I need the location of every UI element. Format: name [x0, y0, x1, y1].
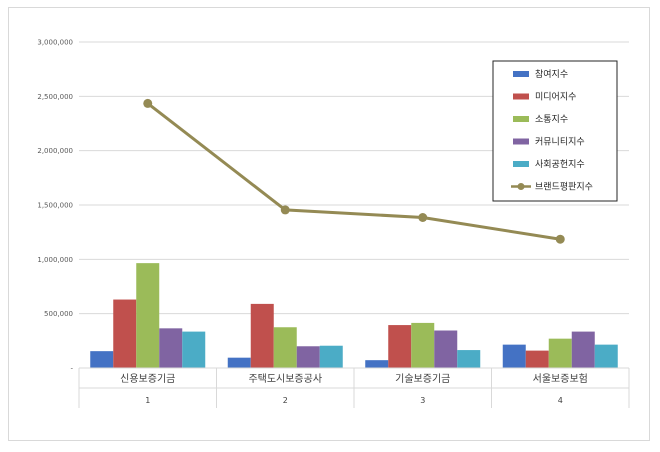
bar — [273, 327, 297, 368]
legend-swatch — [513, 116, 529, 122]
bar — [250, 303, 274, 368]
y-tick-label: 1,000,000 — [37, 256, 73, 264]
x-category-label: 기술보증기금 — [395, 373, 450, 385]
y-tick-label: 2,000,000 — [37, 147, 73, 155]
legend-box — [492, 60, 618, 202]
bar — [113, 299, 137, 368]
line-point — [418, 212, 428, 222]
legend-label: 미디어지수 — [535, 92, 576, 103]
line-point — [143, 98, 153, 108]
bar — [571, 331, 595, 368]
x-category-index-label: 4 — [558, 396, 563, 405]
bar — [457, 350, 481, 368]
bar — [296, 346, 320, 368]
legend-swatch — [513, 161, 529, 167]
legend-swatch — [513, 93, 529, 100]
chart-svg: - 500,000 1,000,000 1,500,000 2,000,000 2,500… — [37, 39, 630, 408]
bar — [548, 338, 572, 368]
line-series — [143, 98, 565, 244]
bar — [319, 345, 343, 368]
legend-label: 브랜드평판지수 — [535, 182, 593, 193]
bar — [388, 325, 412, 368]
legend-label: 소통지수 — [535, 114, 568, 125]
legend-label: 커뮤니티지수 — [535, 137, 585, 148]
bar — [159, 328, 183, 368]
x-category-index-label: 3 — [420, 396, 425, 405]
y-tick-label: 3,000,000 — [37, 39, 73, 47]
legend-swatch — [513, 71, 529, 77]
y-tick-label: 1,500,000 — [37, 202, 73, 210]
bar — [525, 350, 549, 368]
bar — [90, 351, 114, 368]
legend-label: 참여지수 — [535, 68, 568, 80]
x-category-label: 서울보증보험 — [533, 373, 588, 385]
legend-swatch — [513, 138, 529, 145]
bar — [227, 357, 251, 368]
y-tick-label: 2,500,000 — [37, 93, 73, 101]
bar — [136, 263, 160, 368]
bar — [594, 344, 618, 368]
y-axis-tick-labels: - 500,000 1,000,000 1,500,000 2,000,000 2,500… — [37, 39, 73, 373]
bar — [411, 322, 435, 368]
bar — [434, 330, 458, 368]
bar — [502, 344, 526, 368]
bar-series — [90, 263, 618, 368]
x-category-index-label: 1 — [145, 396, 150, 405]
x-category-index-label: 2 — [283, 396, 288, 405]
legend-line-marker — [517, 183, 525, 190]
x-category-label: 신용보증기금 — [120, 373, 175, 385]
x-category-label: 주택도시보증공사 — [248, 373, 322, 385]
line-series-path — [146, 102, 561, 241]
line-point — [555, 234, 565, 244]
gridlines — [79, 41, 629, 315]
bar — [182, 331, 206, 368]
legend-label: 사회공헌지수 — [535, 159, 585, 170]
y-tick-label: - — [70, 365, 73, 373]
line-point — [280, 205, 290, 215]
x-axis: 신용보증기금 1 주택도시보증공사 2 기술보증기금 3 서울보증보험 4 — [78, 367, 630, 408]
chart-frame: - 500,000 1,000,000 1,500,000 2,000,000 2,500… — [8, 7, 650, 441]
bar — [365, 360, 389, 368]
y-tick-label: 500,000 — [44, 310, 73, 318]
